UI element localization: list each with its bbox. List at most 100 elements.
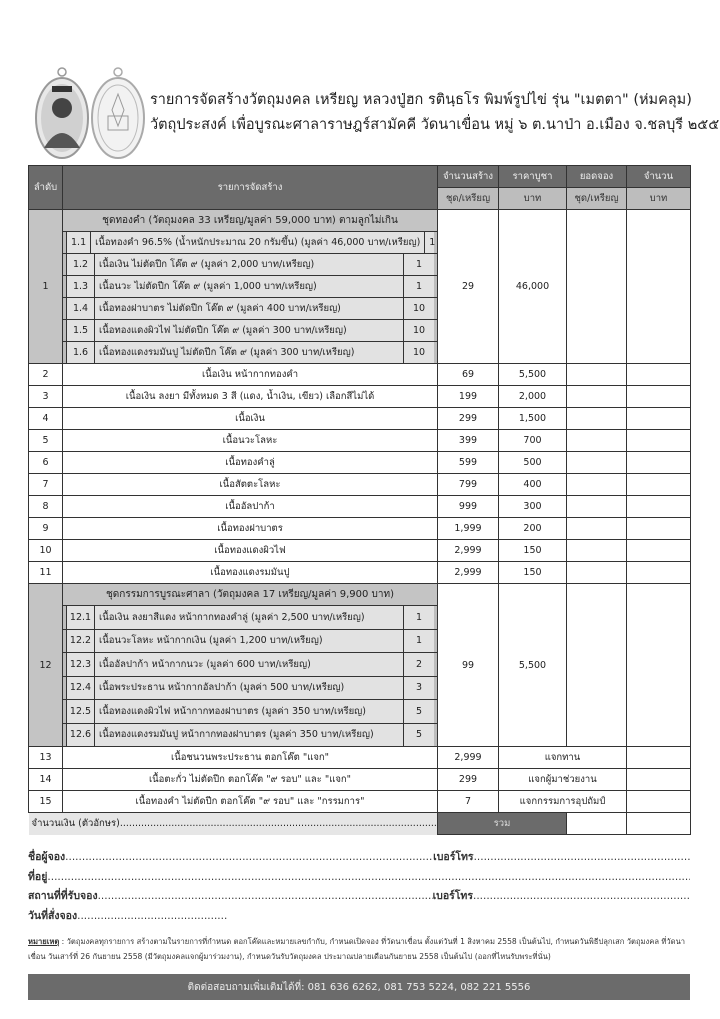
sub-row: 12.6 เนื้อทองแดงรมมันปู หน้ากากทองฝาบาตร … [29, 722, 691, 747]
made-count: 199 [437, 385, 499, 408]
reserve-cell[interactable] [566, 561, 627, 584]
amount-cell[interactable] [626, 473, 691, 496]
reserve-cell[interactable] [566, 583, 627, 747]
document-title: รายการจัดสร้างวัตถุมงคล เหรียญ หลวงปู่ฮก… [150, 88, 720, 138]
sub-item-box: 1.4 เนื้อทองฝาบาตร ไม่ตัดปีก โค๊ต ๙ (มูลค… [66, 298, 434, 319]
sub-number: 1.5 [67, 320, 95, 341]
made-count: 299 [437, 407, 499, 430]
amount-cell[interactable] [626, 451, 691, 474]
sub-item: 12.1 เนื้อเงิน ลงยาสีแดง หน้ากากทองคำลู่ … [62, 605, 438, 630]
order-form: ชื่อผู้จอง .............................… [28, 848, 690, 926]
date-line: วันที่สั่งจอง ..........................… [28, 907, 690, 927]
amount-cell[interactable] [626, 495, 691, 518]
reserve-cell[interactable] [566, 363, 627, 386]
phone-label: เบอร์โทร [433, 851, 474, 863]
reserve-cell[interactable] [566, 407, 627, 430]
sub-item: 1.1 เนื้อทองคำ 96.5% (น้ำหนักประมาณ 20 กร… [62, 231, 438, 254]
reserve-cell[interactable] [566, 473, 627, 496]
note-text: : วัตถุมงคลทุกรายการ สร้างตามในรายการที่… [28, 937, 686, 961]
row-number: 13 [28, 746, 63, 769]
sub-item-box: 12.2 เนื้อนวะโลหะ หน้ากากเงิน (มูลค่า 1,2… [66, 629, 434, 652]
sub-item: 1.3 เนื้อนวะ ไม่ตัดปีก โค๊ต ๙ (มูลค่า 1,0… [62, 275, 438, 298]
made-count: 29 [437, 209, 499, 364]
name-field[interactable]: ........................................… [65, 851, 433, 863]
price: 2,000 [498, 385, 567, 408]
sub-item-box: 12.4 เนื้อพระประธาน หน้ากากอัลปาก้า (มูลค… [66, 676, 434, 699]
item-name: เนื้อทองฝาบาตร [62, 517, 438, 540]
item-name: เนื้ออัลปาก้า [62, 495, 438, 518]
address-line: ที่อยู่ ................................… [28, 868, 690, 888]
reserve-total-cell[interactable] [566, 812, 627, 835]
sub-quantity: 5 [415, 705, 423, 717]
order-table: ลำดับ รายการจัดสร้าง จำนวนสร้าง ราคาบูชา… [28, 165, 691, 835]
amount-cell[interactable] [626, 517, 691, 540]
row-number: 8 [28, 495, 63, 518]
amount-cell[interactable] [626, 583, 691, 747]
sub-number: 12.2 [67, 629, 95, 652]
amount-cell[interactable] [626, 209, 691, 364]
amount-cell[interactable] [626, 385, 691, 408]
amount-cell[interactable] [626, 768, 691, 791]
place-line: สถานที่ที่รับจอง .......................… [28, 887, 690, 907]
place-field[interactable]: ........................................… [97, 890, 433, 902]
amount-cell[interactable] [626, 561, 691, 584]
amount-cell[interactable] [626, 429, 691, 452]
sub-quantity: 1 [415, 611, 423, 623]
amount-cell[interactable] [626, 407, 691, 430]
sub-item-box: 1.2 เนื้อเงิน ไม่ตัดปีก โค๊ต ๙ (มูลค่า 2,… [66, 254, 434, 275]
group-title: ชุดทองคำ (วัตถุมงคล 33 เหรียญ/มูลค่า 59,… [62, 209, 438, 232]
place-phone-field[interactable]: ........................................… [472, 890, 690, 902]
reserve-cell[interactable] [566, 209, 627, 364]
price: 46,000 [498, 209, 567, 364]
reserve-cell[interactable] [566, 517, 627, 540]
reserve-cell[interactable] [566, 495, 627, 518]
col-header-made: จำนวนสร้าง [437, 165, 499, 188]
price: 700 [498, 429, 567, 452]
amount-total-cell[interactable] [626, 812, 691, 835]
date-field[interactable]: ........................................… [77, 909, 228, 922]
sub-row: 1.1 เนื้อทองคำ 96.5% (น้ำหนักประมาณ 20 กร… [29, 231, 691, 254]
reserve-cell[interactable] [566, 451, 627, 474]
sub-row: 12.4 เนื้อพระประธาน หน้ากากอัลปาก้า (มูลค… [29, 675, 691, 700]
row-number: 4 [28, 407, 63, 430]
amount-cell[interactable] [626, 539, 691, 562]
sub-item: 1.4 เนื้อทองฝาบาตร ไม่ตัดปีก โค๊ต ๙ (มูลค… [62, 297, 438, 320]
made-count: 2,999 [437, 539, 499, 562]
sub-item-box: 1.5 เนื้อทองแดงผิวไฟ ไม่ตัดปีก โค๊ต ๙ (มู… [66, 320, 434, 341]
sub-item: 1.2 เนื้อเงิน ไม่ตัดปีก โค๊ต ๙ (มูลค่า 2,… [62, 253, 438, 276]
sub-item-box: 12.1 เนื้อเงิน ลงยาสีแดง หน้ากากทองคำลู่ … [66, 606, 434, 629]
price: 5,500 [498, 583, 567, 747]
row-number: 11 [28, 561, 63, 584]
table-row: 15 เนื้อทองคำ ไม่ตัดปีก ตอกโค๊ต "๙ รอบ" แ… [28, 790, 691, 813]
sub-quantity: 1 [415, 259, 423, 270]
sub-row: 1.4 เนื้อทองฝาบาตร ไม่ตัดปีก โค๊ต ๙ (มูลค… [29, 297, 691, 320]
total-words-field[interactable]: จำนวนเงิน (ตัวอักษร)....................… [28, 812, 438, 835]
name-line: ชื่อผู้จอง .............................… [28, 848, 690, 868]
row-number: 5 [28, 429, 63, 452]
date-label: วันที่สั่งจอง [28, 909, 78, 922]
amount-cell[interactable] [626, 363, 691, 386]
address-label: ที่อยู่ [28, 870, 48, 883]
table-row: 9 เนื้อทองฝาบาตร 1,999 200 [28, 517, 691, 540]
distribution-note: แจกกรรมการอุปถัมป์ [498, 790, 627, 813]
amount-cell[interactable] [626, 790, 691, 813]
col-header-no: ลำดับ [28, 165, 63, 210]
place-phone-label: เบอร์โทร [432, 890, 473, 902]
item-name: เนื้อเงิน [62, 407, 438, 430]
title-line-1: รายการจัดสร้างวัตถุมงคล เหรียญ หลวงปู่ฮก… [150, 92, 692, 108]
col-unit-amount: บาท [626, 187, 691, 210]
reserve-cell[interactable] [566, 539, 627, 562]
made-count: 69 [437, 363, 499, 386]
phone-field[interactable]: ........................................… [473, 851, 690, 863]
row-number: 10 [28, 539, 63, 562]
col-header-price: ราคาบูชา [498, 165, 567, 188]
amount-cell[interactable] [626, 746, 691, 769]
row-number: 7 [28, 473, 63, 496]
sub-item: 12.2 เนื้อนวะโลหะ หน้ากากเงิน (มูลค่า 1,2… [62, 628, 438, 653]
address-field[interactable]: ........................................… [47, 870, 690, 883]
sub-item: 12.6 เนื้อทองแดงรมมันปู หน้ากากทองฝาบาตร … [62, 722, 438, 747]
reserve-cell[interactable] [566, 429, 627, 452]
total-label: รวม [437, 812, 567, 835]
sub-item-box: 12.3 เนื้ออัลปาก้า หน้ากากนวะ (มูลค่า 600… [66, 653, 434, 676]
reserve-cell[interactable] [566, 385, 627, 408]
